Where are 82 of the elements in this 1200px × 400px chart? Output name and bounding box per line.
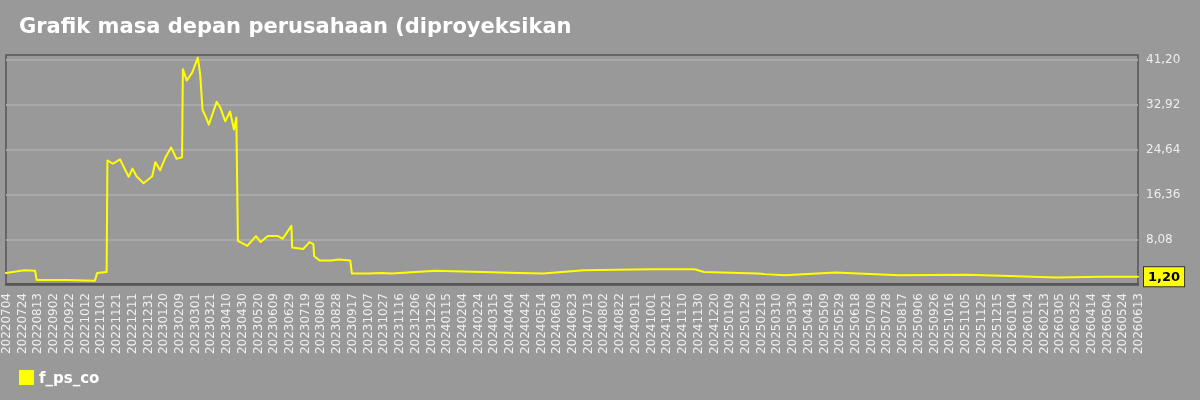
x-tick-label: 20250218 (753, 293, 768, 355)
x-tick-label: 20250509 (816, 293, 831, 355)
chart-title: Grafik masa depan perusahaan (diproyeksikan (19, 13, 572, 38)
x-tick-label: 20250708 (863, 293, 878, 355)
x-tick-label: 20221101 (93, 293, 108, 355)
x-tick-label: 20221211 (124, 293, 139, 355)
x-tick-label: 20240802 (596, 293, 611, 355)
x-tick-label: 20250728 (879, 293, 894, 355)
x-tick-label: 20260124 (1020, 293, 1035, 355)
x-tick-label: 20230321 (203, 293, 218, 355)
x-tick-label: 20240224 (470, 293, 485, 355)
x-tick-label: 20230828 (329, 293, 344, 355)
x-tick-label: 20250419 (800, 293, 815, 355)
x-tick-label: 20250906 (910, 293, 925, 355)
x-tick-label: 20231116 (392, 293, 407, 355)
x-tick-label: 20221012 (77, 293, 92, 355)
x-tick-label: 20250618 (848, 293, 862, 355)
x-tick-label: 20240404 (502, 293, 517, 355)
x-tick-label: 20250109 (722, 293, 737, 355)
x-tick-label: 20240623 (565, 293, 579, 355)
x-tick-label: 20251215 (989, 293, 1004, 355)
x-tick-label: 20220704 (0, 293, 13, 355)
line-series (5, 56, 1139, 282)
x-tick-label: 20260504 (1099, 293, 1114, 355)
x-tick-label: 20230430 (234, 293, 249, 355)
x-tick-label: 20240822 (612, 293, 627, 355)
x-tick-label: 20260213 (1036, 293, 1051, 355)
x-tick-label: 20230917 (344, 293, 359, 355)
x-tick-label: 20240315 (486, 293, 501, 355)
x-tick-label: 20250129 (737, 293, 752, 355)
x-tick-label: 20220902 (46, 293, 61, 355)
x-tick-label: 20260305 (1052, 293, 1067, 355)
x-tick-label: 20241110 (675, 293, 690, 355)
x-tick-label: 20230209 (171, 293, 186, 355)
x-tick-label: 20260524 (1115, 293, 1130, 355)
x-tick-label: 20231226 (423, 293, 438, 355)
x-tick-label: 20230808 (313, 293, 328, 355)
x-tick-label: 20251105 (958, 293, 973, 355)
x-tick-label: 20251016 (942, 293, 957, 355)
y-tick-label: 16,36 (1146, 187, 1181, 202)
x-tick-label: 20240911 (627, 293, 642, 355)
x-tick-label: 20250310 (769, 293, 784, 355)
x-tick-label: 20250529 (832, 293, 847, 355)
x-tick-label: 20230719 (297, 293, 312, 355)
x-tick-label: 20230301 (187, 293, 202, 355)
x-tick-label: 20221121 (109, 293, 124, 355)
x-tick-label: 20250926 (926, 293, 941, 355)
x-tick-label: 20241130 (690, 293, 705, 355)
x-tick-label: 20240713 (580, 293, 595, 355)
x-tick-label: 20220724 (14, 293, 29, 355)
x-tick-label: 20260104 (1005, 293, 1020, 355)
y-tick-label: 32,92 (1146, 97, 1181, 112)
y-tick-label: 41,20 (1146, 52, 1181, 67)
x-tick-label: 20250817 (895, 293, 910, 355)
x-tick-label: 20240204 (454, 293, 469, 355)
annotation: 1,20 (1148, 269, 1181, 285)
x-tick-label: 20260613 (1131, 293, 1145, 355)
x-tick-label: 20230120 (156, 293, 171, 355)
x-tick-label: 20241220 (706, 293, 721, 355)
x-tick-label: 20221231 (140, 293, 155, 355)
x-tick-label: 20230520 (250, 293, 265, 355)
x-tick-label: 20250330 (785, 293, 800, 355)
y-tick-label: 8,08 (1146, 232, 1173, 247)
x-tick-label: 20260414 (1083, 293, 1098, 355)
x-tick-label: 20231027 (376, 293, 391, 355)
x-tick-label: 20230410 (219, 293, 234, 355)
x-tick-label: 20240514 (533, 293, 548, 355)
x-tick-label: 20230609 (266, 293, 281, 355)
x-tick-label: 20230629 (282, 293, 296, 355)
x-tick-label: 20240424 (517, 293, 532, 355)
x-tick-label: 20220922 (61, 293, 76, 355)
x-tick-label: 20260325 (1068, 293, 1083, 355)
x-tick-label: 20241001 (643, 293, 658, 355)
x-tick-label: 20241021 (659, 293, 674, 355)
x-tick-label: 20251125 (973, 293, 988, 355)
x-tick-label: 20220813 (30, 293, 45, 355)
x-tick-label: 20240115 (439, 293, 454, 355)
x-tick-label: 20231206 (407, 293, 422, 355)
x-tick-label: 20231007 (360, 293, 375, 355)
x-tick-label: 20240603 (549, 293, 564, 355)
y-tick-label: 24,64 (1146, 142, 1181, 157)
legend-label: f_ps_co (39, 368, 100, 387)
